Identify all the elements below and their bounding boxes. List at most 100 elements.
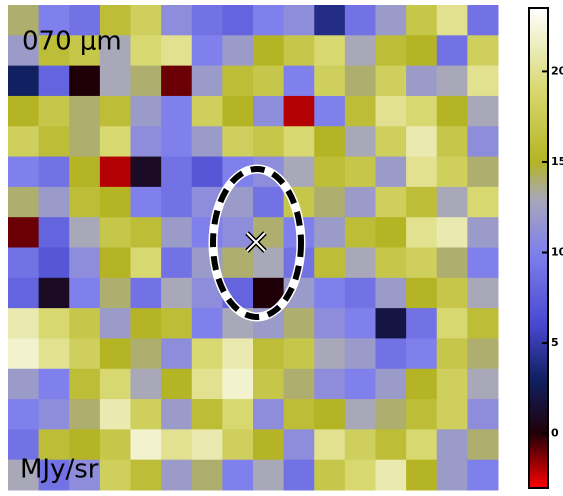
pixel [69, 95, 101, 127]
pixel [314, 308, 346, 339]
pixel [99, 126, 131, 158]
pixel [436, 368, 468, 400]
pixel [467, 429, 499, 461]
colorbar-tick-label: 5 [551, 336, 559, 349]
pixel [467, 126, 499, 158]
pixel [375, 186, 407, 218]
pixel [161, 217, 193, 248]
pixel [436, 65, 468, 97]
pixel [99, 277, 131, 309]
pixel [38, 429, 70, 461]
pixel [38, 5, 70, 36]
pixel [222, 65, 254, 97]
pixel [283, 156, 315, 188]
pixel [467, 308, 499, 339]
pixel [467, 338, 499, 370]
aperture [210, 166, 304, 320]
pixel [344, 65, 376, 97]
pixel [314, 247, 346, 279]
pixel [253, 247, 285, 279]
pixel [375, 247, 407, 279]
pixel [8, 459, 40, 491]
colorbar-tick-label: 10 [551, 246, 563, 259]
pixel [99, 308, 131, 339]
pixel [467, 399, 499, 430]
pixel [130, 186, 162, 218]
pixel [344, 429, 376, 461]
colorbar [528, 7, 549, 489]
pixel [38, 277, 70, 309]
pixel [130, 5, 162, 36]
pixel [436, 429, 468, 461]
pixel [222, 5, 254, 36]
pixel [436, 156, 468, 188]
pixel [253, 399, 285, 430]
pixel [314, 338, 346, 370]
pixel [161, 338, 193, 370]
pixel [99, 399, 131, 430]
pixel [69, 247, 101, 279]
pixel [130, 65, 162, 97]
pixel [406, 5, 438, 36]
pixel [344, 35, 376, 67]
pixel [375, 35, 407, 67]
pixel [191, 308, 223, 339]
pixel [375, 65, 407, 97]
colorbar-tick-label: 0 [551, 427, 559, 440]
pixel [253, 126, 285, 158]
pixel [38, 35, 70, 67]
pixel [161, 35, 193, 67]
pixel [130, 338, 162, 370]
pixel [161, 186, 193, 218]
pixel [283, 5, 315, 36]
pixel [161, 399, 193, 430]
pixel [253, 5, 285, 36]
pixel [99, 459, 131, 491]
pixel [191, 95, 223, 127]
pixel [406, 186, 438, 218]
pixel [99, 186, 131, 218]
pixel [283, 399, 315, 430]
pixel [8, 156, 40, 188]
pixel [130, 459, 162, 491]
pixel [99, 368, 131, 400]
pixel [375, 429, 407, 461]
pixel [436, 308, 468, 339]
pixel [69, 368, 101, 400]
pixel [191, 338, 223, 370]
pixel [69, 65, 101, 97]
pixel [161, 277, 193, 309]
pixel [222, 247, 254, 279]
pixel [406, 247, 438, 279]
pixel [191, 126, 223, 158]
pixel [8, 95, 40, 127]
pixel [467, 368, 499, 400]
pixel [467, 156, 499, 188]
pixel [8, 429, 40, 461]
pixel [130, 95, 162, 127]
pixel [467, 459, 499, 491]
pixel [375, 5, 407, 36]
pixel [191, 65, 223, 97]
pixel [344, 459, 376, 491]
pixel [314, 217, 346, 248]
pixel [69, 459, 101, 491]
pixel [467, 247, 499, 279]
pixel [314, 399, 346, 430]
pixel [130, 399, 162, 430]
pixel [69, 338, 101, 370]
pixel [467, 35, 499, 67]
pixel [38, 95, 70, 127]
pixel [38, 156, 70, 188]
pixel [191, 35, 223, 67]
pixel [283, 308, 315, 339]
pixel [406, 35, 438, 67]
pixel [38, 186, 70, 218]
pixel [99, 65, 131, 97]
pixel [161, 5, 193, 36]
pixel [314, 186, 346, 218]
pixel [253, 35, 285, 67]
pixel [99, 429, 131, 461]
pixel [99, 95, 131, 127]
pixel [130, 156, 162, 188]
